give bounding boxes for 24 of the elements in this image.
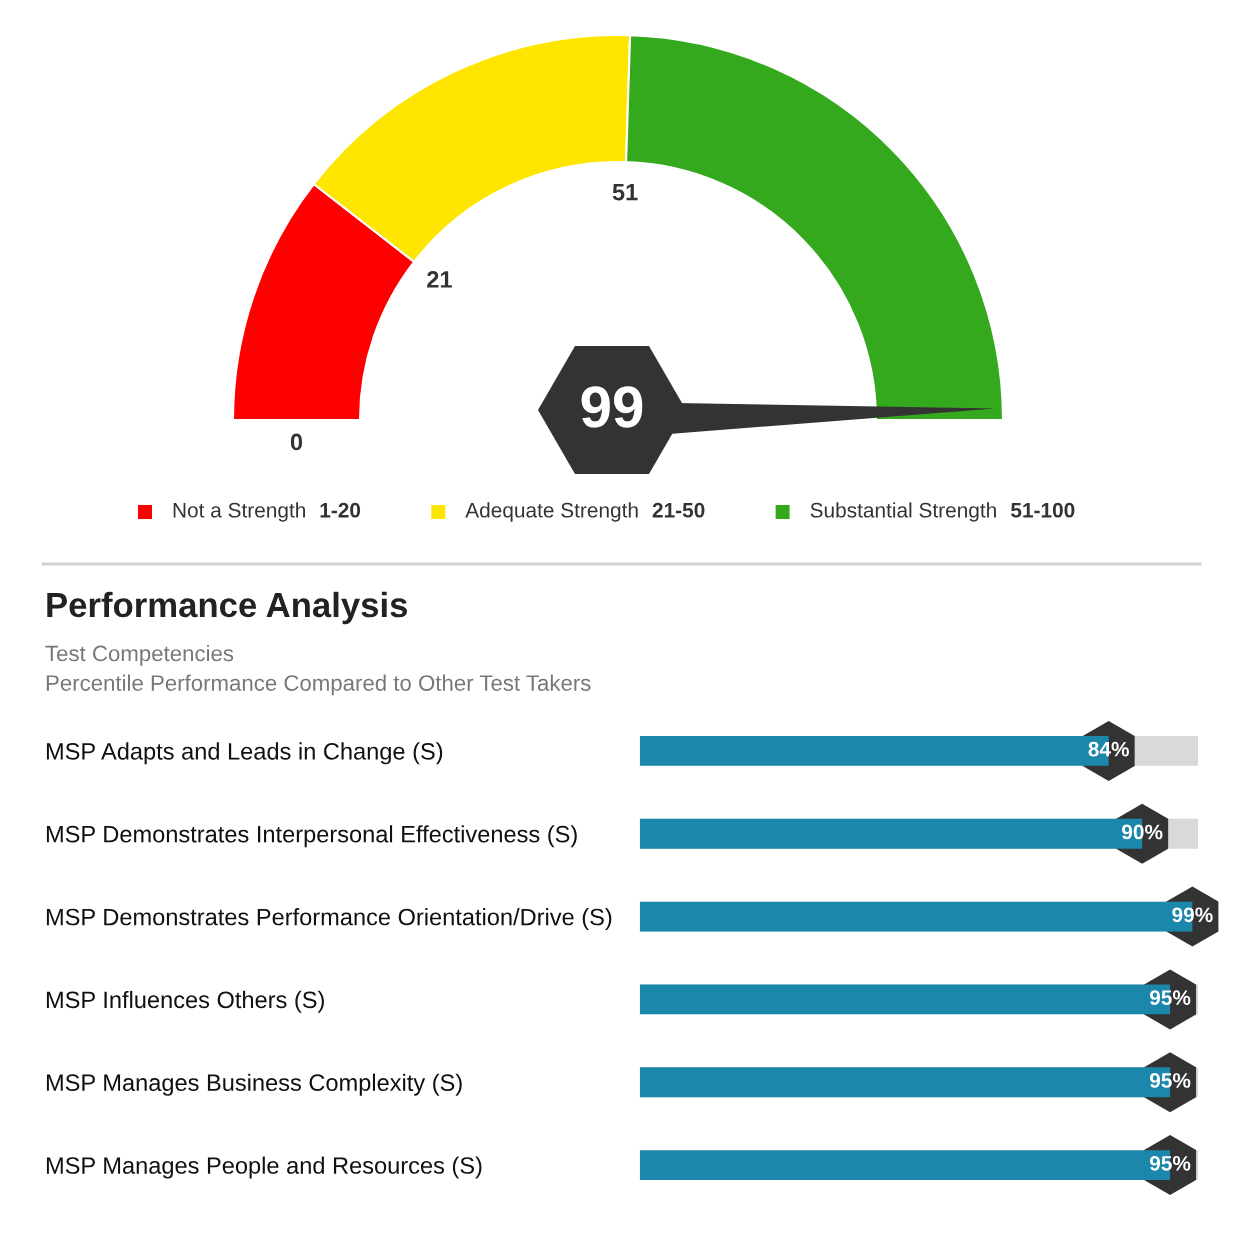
legend-label: Substantial Strength — [810, 502, 996, 522]
text: 21 — [427, 271, 452, 288]
text: 99 — [581, 386, 643, 428]
legend-label: Not a Strength — [173, 502, 305, 522]
text: 0 — [290, 433, 303, 451]
data-label: 51-100 — [1011, 502, 1075, 518]
text: 51 — [612, 183, 638, 201]
text: Test Competencies Percentile Performance Compared to Other Test Takers — [45, 645, 591, 696]
data-label: 90% — [1122, 824, 1163, 840]
y-tick-label: MSP Demonstrates Performance Orientation/Drive (S) — [46, 908, 612, 931]
y-tick-label: MSP Influences Others (S) — [46, 990, 324, 1013]
y-tick-label: MSP Adapts and Leads in Change (S) — [46, 742, 443, 765]
text: Performance Analysis — [47, 591, 408, 625]
data-label: 99% — [1172, 907, 1213, 923]
data-label: 1-20 — [320, 502, 361, 518]
data-label: 95% — [1149, 1155, 1191, 1171]
data-label: 21-50 — [652, 502, 705, 518]
y-tick-label: MSP Demonstrates Interpersonal Effectiveness (S) — [46, 825, 577, 848]
y-tick-label: MSP Manages Business Complexity (S) — [46, 1073, 462, 1096]
data-label: 95% — [1149, 1073, 1191, 1088]
legend-label: Adequate Strength — [465, 502, 638, 522]
data-label: 84% — [1088, 741, 1129, 757]
data-label: 95% — [1149, 990, 1191, 1006]
y-tick-label: MSP Manages People and Resources (S) — [46, 1156, 482, 1179]
